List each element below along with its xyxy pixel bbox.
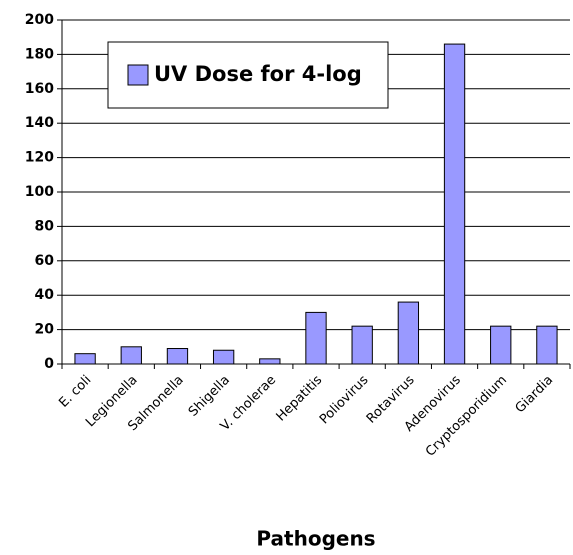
legend-box [107,41,389,109]
bar [536,325,558,365]
y-tick-label: 200 [25,12,54,28]
bar [212,349,235,365]
bar [351,325,373,365]
y-tick-label: 160 [25,81,54,97]
y-tick-label: 60 [35,253,55,269]
x-tick-label: Shigella [186,373,233,420]
bar [490,325,512,365]
bar [305,311,327,365]
y-tick-label: 120 [25,150,54,166]
y-tick-label: 80 [35,218,55,234]
y-tick-label: 20 [35,322,55,338]
y-tick-label: 40 [35,287,55,303]
x-tick-label: Poliovirus [317,373,372,428]
bar [120,346,142,365]
x-axis-title: Pathogens [256,527,375,551]
y-tick-label: 0 [44,356,54,372]
legend-swatch [127,64,149,86]
bar [74,353,96,365]
x-tick-label: Cryptosporidium [423,373,510,460]
legend-label: UV Dose for 4-log [154,62,362,86]
bar [166,348,189,365]
bar [259,358,281,365]
y-tick-label: 140 [25,115,54,131]
bar [397,301,420,365]
y-tick-label: 180 [25,46,54,62]
y-tick-label: 100 [25,184,54,200]
x-tick-label: E. coli [56,373,94,411]
bar [443,43,466,365]
x-tick-label: Giardia [513,373,557,417]
